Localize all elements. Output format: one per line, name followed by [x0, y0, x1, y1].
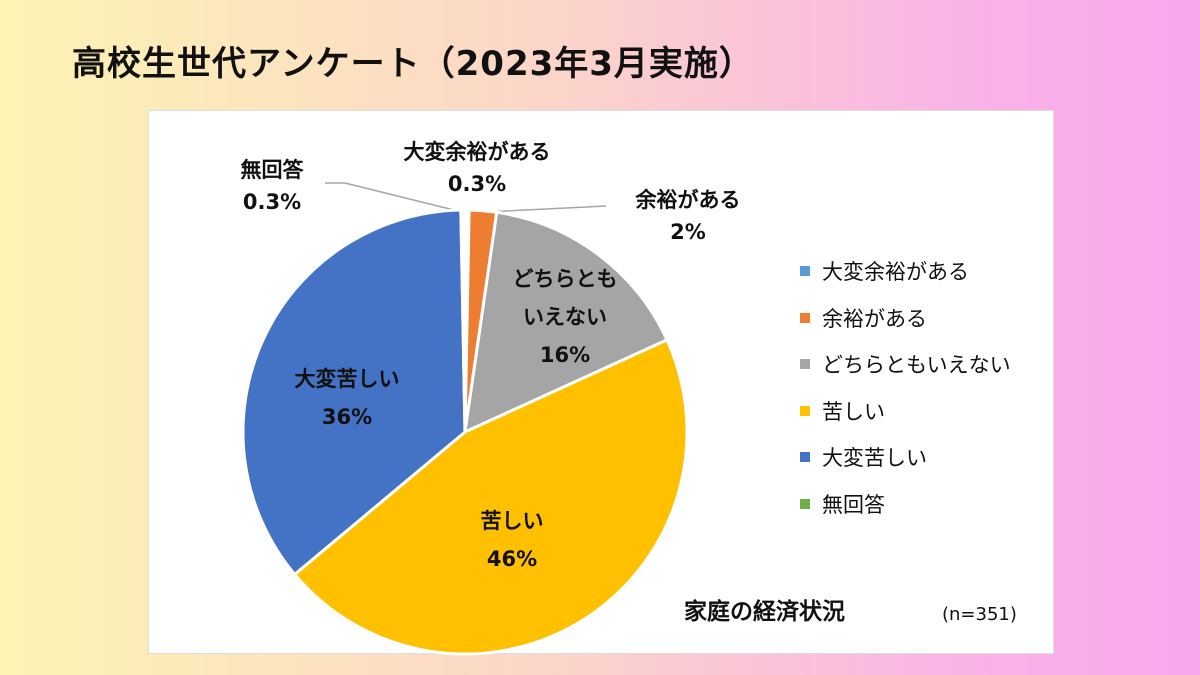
legend-item: 大変余裕がある: [800, 248, 1011, 295]
label-neither-value: 16%: [539, 343, 591, 367]
label-very-hard: 大変苦しい 36%: [295, 360, 400, 436]
label-hard-name: 苦しい: [480, 509, 544, 533]
page-title: 高校生世代アンケート（2023年3月実施）: [72, 44, 754, 84]
label-no-answer-name: 無回答: [240, 158, 304, 182]
legend-label: 大変余裕がある: [822, 260, 969, 285]
sample-size: (n=351): [942, 604, 1017, 625]
legend-item: 無回答: [800, 481, 1011, 528]
label-very-comfortable: 大変余裕がある 0.3%: [404, 136, 551, 200]
label-comfortable: 余裕がある 2%: [636, 184, 741, 248]
label-comfortable-name: 余裕がある: [635, 188, 741, 212]
pie-slice-3: [292, 337, 689, 656]
chart-legend: 大変余裕がある 余裕があるどちらともいえない 苦しい大変苦しい無回答: [800, 248, 1011, 527]
label-comfortable-value: 2%: [670, 220, 706, 244]
label-neither: どちらとも いえない 16%: [513, 260, 618, 374]
legend-swatch: [800, 312, 810, 323]
legend-label: 苦しい: [822, 399, 885, 424]
pie-slice-5: [459, 208, 467, 433]
legend-swatch: [800, 359, 810, 370]
leader-line-some-room: [485, 205, 607, 213]
legend-label: どちらともいえない: [822, 353, 1011, 378]
leader-line-no-answer-2: [344, 182, 463, 213]
label-hard-value: 46%: [486, 547, 538, 571]
label-very-hard-value: 36%: [321, 405, 373, 429]
label-no-answer: 無回答 0.3%: [241, 154, 304, 218]
legend-swatch: [800, 266, 810, 277]
legend-item: 苦しい: [800, 388, 1011, 435]
legend-swatch: [800, 452, 810, 463]
label-very-comfortable-name: 大変余裕がある: [403, 140, 551, 164]
legend-item: どちらともいえない: [800, 341, 1011, 388]
legend-label: 大変苦しい: [822, 446, 927, 471]
pie-slice-2: [463, 210, 669, 435]
label-hard: 苦しい 46%: [481, 502, 544, 578]
label-neither-name: どちらとも いえない: [512, 267, 618, 329]
legend-item: 余裕がある: [800, 295, 1011, 342]
legend-label: 無回答: [822, 492, 885, 517]
legend-swatch: [800, 405, 810, 416]
chart-title: 家庭の経済状況: [684, 599, 845, 625]
legend-swatch: [800, 498, 810, 509]
label-no-answer-value: 0.3%: [242, 190, 302, 214]
label-very-comfortable-value: 0.3%: [447, 172, 507, 196]
label-very-hard-name: 大変苦しい: [294, 367, 400, 391]
legend-label: 余裕がある: [822, 306, 927, 331]
pie-slice-4: [241, 208, 467, 577]
legend-item: 大変苦しい: [800, 434, 1011, 481]
